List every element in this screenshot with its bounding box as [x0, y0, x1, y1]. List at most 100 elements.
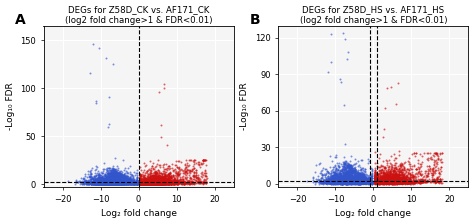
Point — [416, 172, 424, 176]
Point — [384, 170, 392, 173]
Point — [344, 165, 351, 168]
Point — [136, 180, 144, 184]
Point — [354, 179, 361, 182]
Point — [347, 179, 355, 183]
Point — [98, 171, 106, 175]
Point — [89, 181, 97, 185]
Point — [160, 179, 167, 183]
Point — [351, 168, 359, 172]
Point — [109, 173, 117, 177]
Point — [136, 176, 144, 179]
Point — [368, 181, 376, 184]
Point — [348, 175, 356, 178]
Point — [111, 171, 118, 174]
Point — [92, 174, 100, 178]
Point — [89, 180, 97, 183]
Point — [137, 174, 144, 178]
Point — [161, 178, 169, 181]
Point — [426, 179, 434, 183]
Point — [178, 180, 186, 183]
Point — [333, 168, 341, 172]
Point — [350, 180, 358, 184]
Point — [152, 182, 160, 186]
Point — [147, 179, 155, 183]
Point — [435, 171, 443, 175]
Point — [341, 177, 348, 181]
Point — [113, 181, 121, 185]
Point — [420, 179, 428, 183]
Point — [338, 167, 346, 171]
Point — [391, 181, 398, 185]
Point — [377, 181, 385, 184]
Point — [350, 175, 357, 179]
Point — [399, 180, 407, 184]
Point — [330, 175, 338, 179]
Point — [356, 180, 364, 183]
Point — [346, 181, 354, 185]
Point — [113, 176, 121, 180]
Point — [352, 175, 360, 178]
Point — [113, 182, 121, 185]
Point — [396, 162, 403, 166]
Point — [337, 182, 345, 185]
Point — [410, 180, 418, 184]
Point — [356, 181, 364, 184]
Point — [151, 182, 158, 185]
Point — [395, 179, 403, 183]
Point — [392, 172, 400, 176]
Point — [123, 177, 131, 181]
Point — [157, 181, 165, 184]
Point — [357, 177, 365, 181]
Point — [156, 179, 164, 183]
Point — [175, 181, 182, 185]
Point — [365, 179, 373, 183]
Point — [424, 179, 432, 183]
Point — [404, 181, 412, 185]
Point — [357, 179, 365, 182]
Point — [110, 178, 118, 182]
Point — [343, 182, 351, 185]
Point — [354, 181, 362, 184]
Point — [147, 181, 155, 184]
Point — [348, 178, 356, 181]
Point — [108, 182, 116, 185]
Point — [343, 179, 351, 183]
Point — [152, 175, 160, 179]
Point — [389, 179, 397, 182]
Point — [333, 178, 341, 182]
Point — [326, 178, 333, 181]
Point — [346, 174, 354, 178]
Point — [386, 174, 393, 178]
Point — [394, 174, 401, 178]
Point — [384, 173, 392, 177]
Point — [115, 181, 123, 185]
Point — [147, 179, 155, 183]
Point — [157, 175, 165, 179]
Point — [337, 172, 345, 175]
Point — [389, 177, 397, 181]
Point — [412, 171, 420, 175]
Point — [159, 182, 166, 186]
Point — [161, 176, 168, 179]
Point — [141, 181, 148, 184]
Point — [400, 182, 408, 185]
Point — [136, 181, 144, 185]
Point — [100, 182, 108, 185]
Point — [403, 181, 410, 185]
Point — [371, 170, 378, 174]
Point — [341, 175, 348, 178]
Point — [115, 177, 123, 181]
Point — [164, 175, 172, 179]
Point — [348, 177, 356, 181]
Point — [99, 175, 106, 179]
Point — [352, 181, 360, 184]
Point — [341, 175, 349, 178]
Point — [435, 174, 442, 178]
Point — [375, 181, 383, 185]
Point — [124, 180, 132, 184]
Point — [149, 174, 157, 178]
Point — [155, 181, 162, 185]
Point — [402, 179, 410, 183]
Point — [159, 179, 167, 183]
Point — [375, 181, 383, 185]
